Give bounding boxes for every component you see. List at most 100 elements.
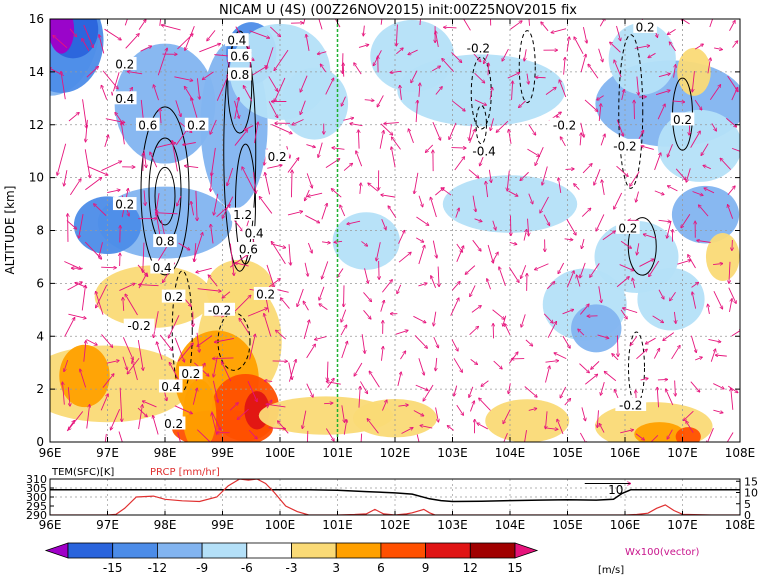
wind-vector [343,63,344,77]
wind-vector [598,104,601,121]
wind-vector [83,340,86,362]
wind-vector [64,317,75,337]
wind-vector [675,168,686,180]
wind-vector [496,120,509,132]
wind-vector [207,30,216,40]
wind-vector [560,137,566,147]
wind-vector [580,54,586,73]
wind-vector [620,430,633,434]
wind-vector [566,219,576,235]
wind-vector [360,183,361,194]
wind-vector [247,308,268,317]
wind-vector [653,348,659,359]
wind-vector [545,361,559,363]
wind-vector [274,49,289,71]
wind-vector [361,241,367,246]
y-tick-label: 16 [29,12,44,26]
wind-vector [174,337,184,362]
wind-vector [292,119,304,125]
wind-vector [125,294,138,316]
wind-vector [138,405,143,430]
wind-vector [654,153,661,171]
wind-vector [673,65,676,78]
wind-vector [306,383,313,398]
wind-vector [474,99,487,105]
wind-vector [469,326,479,335]
wind-vector [692,191,704,195]
wind-vector [545,87,556,95]
wind-vector [667,29,676,34]
wind-vector [574,37,584,55]
wind-vector [703,165,711,170]
contour-label-bg [161,289,186,303]
wind-vector [711,123,717,131]
wind-vector [121,122,125,145]
wind-vector [140,46,152,52]
wind-vector [431,276,437,288]
wind-vector [271,124,293,133]
wind-vector [280,298,290,309]
wind-vector [469,124,473,140]
wind-vector [79,214,84,238]
wind-vector [155,213,178,214]
wind-vector [104,135,109,147]
wind-vector [106,360,119,364]
wind-vector [604,371,617,382]
wind-vector [729,261,730,284]
wind-vector [307,430,309,442]
contour-label-bg [468,144,500,158]
wind-vector [169,362,180,381]
wind-vector [677,260,691,265]
wind-vector [307,242,312,253]
wind-vector [143,149,146,168]
wind-vector [247,381,257,402]
colorbar-box [291,542,337,559]
wind-vector [564,57,566,75]
wind-vector [582,164,592,174]
wind-vector [620,240,631,248]
wind-vector [64,360,69,372]
wind-vector [119,283,135,292]
wind-vector [667,144,673,157]
wind-vector [278,421,289,434]
contour-label-bg [633,19,657,33]
wind-vector [727,75,739,92]
wind-vector [343,163,353,171]
wind-vector [64,170,68,186]
wind-vector [304,262,308,276]
wind-vector [698,205,709,217]
wind-vector [465,265,476,275]
wind-vector [184,86,194,101]
wind-vector [547,321,556,338]
wind-vector [527,73,529,85]
wind-vector [584,374,597,385]
wind-vector [454,385,458,397]
contour-label: 0.4 [153,261,172,275]
wind-vector [82,38,90,51]
colorbar-box [112,542,158,559]
wind-vector [68,411,84,430]
wind-vector [305,215,319,222]
wind-vector [596,214,605,231]
wind-vector [420,425,433,429]
wind-vector [268,279,280,288]
wind-vector [438,266,439,287]
wind-vector [425,144,434,153]
wind-vector [248,429,257,439]
wind-vector [66,220,77,230]
wind-vector [390,71,402,73]
wind-vector [715,355,727,356]
contour-label-bg [184,117,209,131]
wind-vector [361,334,365,353]
wind-vector [454,157,465,171]
wind-vector [688,255,696,269]
wind-vector [216,74,229,101]
wind-vector [488,63,489,76]
wind-vector [168,315,180,338]
wind-vector [708,304,710,314]
wind-vector [447,426,454,431]
wind-vector [580,122,584,138]
colorbar-box [335,542,382,559]
wind-vector [432,121,441,140]
wind-vector [398,405,408,406]
